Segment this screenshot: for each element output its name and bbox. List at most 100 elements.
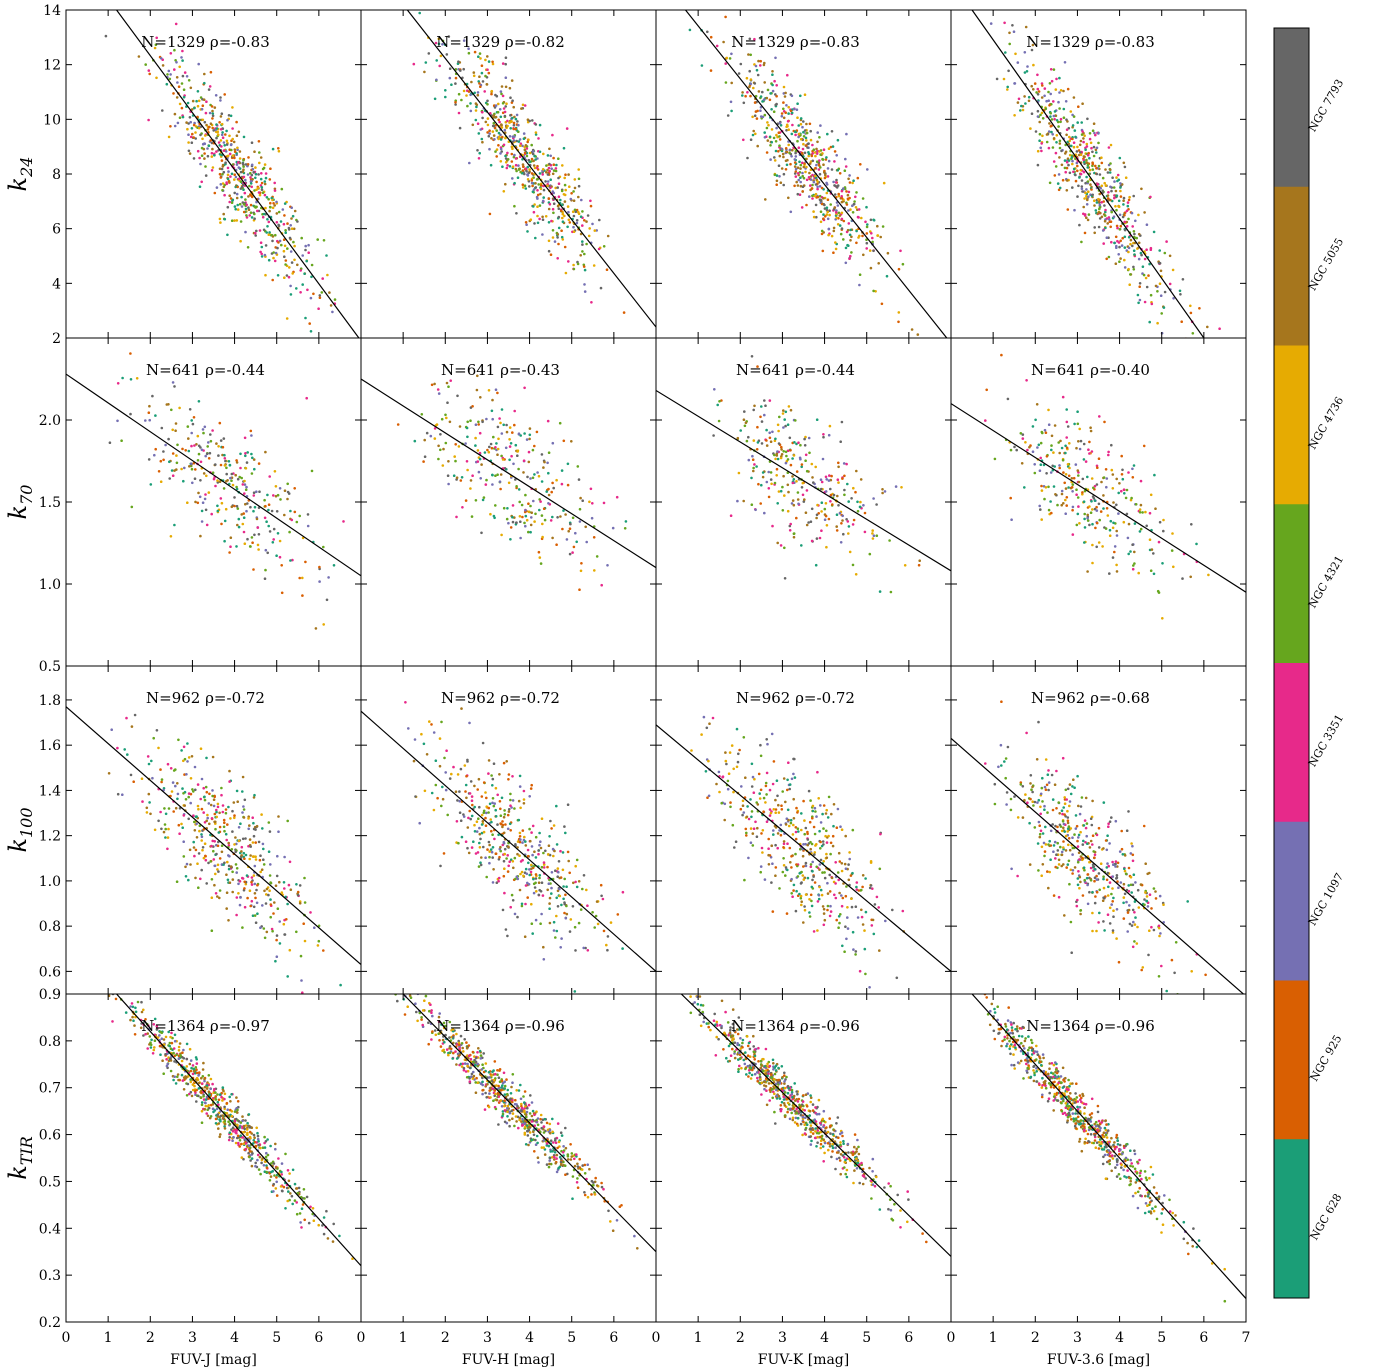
data-point	[232, 140, 236, 144]
data-point	[840, 420, 844, 424]
data-point	[178, 65, 181, 69]
data-point	[1092, 122, 1096, 125]
data-point	[199, 96, 203, 99]
data-point	[1095, 201, 1099, 204]
data-point	[851, 211, 855, 214]
data-point	[753, 114, 757, 117]
data-point	[855, 229, 858, 233]
data-point	[1168, 254, 1172, 258]
data-point	[1100, 161, 1104, 165]
data-point	[1062, 89, 1065, 93]
data-point	[809, 184, 812, 187]
data-point	[771, 524, 774, 528]
data-point	[752, 129, 755, 133]
data-point	[575, 221, 579, 225]
data-point	[554, 167, 558, 170]
data-point	[283, 489, 287, 493]
data-point	[724, 15, 727, 19]
data-point	[1073, 422, 1076, 426]
data-point	[237, 161, 240, 164]
data-point	[837, 504, 840, 507]
data-point	[306, 513, 310, 516]
data-point	[1116, 226, 1119, 230]
data-point	[261, 827, 264, 830]
data-point	[602, 929, 606, 933]
data-point	[783, 577, 787, 580]
data-point	[268, 889, 271, 892]
data-point	[523, 148, 527, 152]
data-point	[862, 253, 865, 257]
data-point	[504, 182, 507, 186]
data-point	[763, 113, 767, 117]
data-point	[268, 231, 271, 234]
data-point	[241, 811, 244, 814]
data-point	[1178, 289, 1182, 293]
data-point	[488, 132, 491, 135]
data-point	[780, 448, 783, 451]
data-point	[789, 162, 792, 166]
data-point	[551, 481, 554, 485]
data-point	[187, 795, 190, 799]
data-point	[1096, 183, 1100, 186]
data-point	[465, 774, 468, 778]
data-point	[160, 426, 164, 430]
y-tick-label: 1.5	[39, 495, 61, 511]
data-point	[445, 381, 449, 385]
data-point	[1045, 133, 1049, 136]
data-point	[496, 425, 500, 429]
data-point	[1109, 198, 1112, 202]
data-point	[469, 419, 472, 423]
data-point	[225, 139, 229, 143]
data-point	[786, 483, 790, 487]
data-point	[447, 385, 450, 389]
data-point	[1076, 410, 1079, 414]
data-point	[833, 150, 837, 153]
data-point	[785, 163, 789, 167]
data-point	[510, 79, 514, 82]
data-point	[837, 481, 840, 484]
data-point	[508, 445, 512, 448]
data-point	[796, 184, 800, 187]
data-point	[193, 444, 196, 447]
data-point	[709, 69, 713, 72]
data-point	[812, 215, 816, 219]
data-point	[126, 753, 129, 756]
data-point	[275, 221, 279, 224]
data-point	[226, 166, 230, 170]
data-point	[549, 253, 553, 256]
data-point	[235, 913, 238, 917]
data-point	[746, 91, 749, 94]
data-point	[276, 532, 280, 535]
data-point	[1095, 146, 1099, 150]
data-point	[485, 478, 488, 482]
data-point	[242, 808, 246, 811]
data-point	[280, 564, 284, 567]
data-point	[706, 30, 709, 34]
data-point	[444, 788, 448, 792]
data-point	[1093, 231, 1096, 235]
data-point	[223, 464, 227, 467]
data-point	[213, 154, 216, 157]
data-point	[201, 848, 204, 852]
data-point	[1158, 520, 1162, 524]
data-point	[476, 122, 480, 125]
data-point	[724, 62, 727, 65]
data-point	[1089, 426, 1092, 430]
data-point	[1108, 218, 1111, 221]
data-point	[229, 817, 232, 820]
data-point	[856, 509, 860, 513]
data-point	[256, 526, 260, 529]
data-point	[215, 123, 218, 126]
data-point	[1039, 441, 1043, 445]
data-point	[327, 576, 330, 579]
data-point	[748, 37, 752, 41]
data-point	[524, 221, 528, 224]
data-point	[533, 203, 536, 206]
data-point	[782, 85, 786, 89]
data-point	[195, 836, 199, 839]
data-point	[533, 520, 536, 523]
data-point	[1161, 617, 1164, 620]
data-point	[840, 195, 843, 198]
data-point	[524, 902, 527, 906]
data-point	[1143, 257, 1147, 261]
